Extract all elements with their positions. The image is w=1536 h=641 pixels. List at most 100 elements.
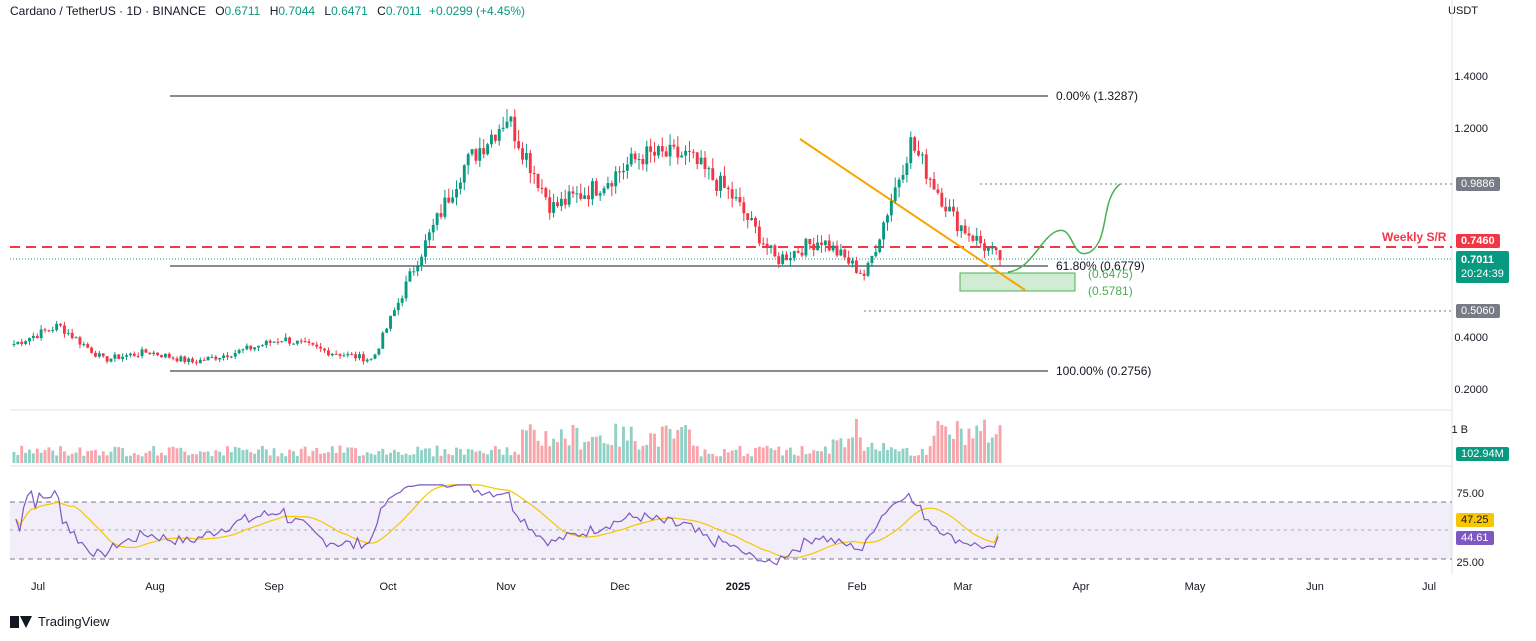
candle[interactable] [579, 193, 583, 199]
candle[interactable] [734, 197, 738, 199]
candle[interactable] [319, 346, 323, 349]
candle[interactable] [738, 197, 742, 203]
candle[interactable] [31, 335, 35, 339]
candle[interactable] [959, 225, 963, 232]
candle[interactable] [559, 198, 563, 207]
candle[interactable] [688, 150, 691, 152]
candle[interactable] [194, 362, 198, 364]
rsi-line[interactable] [15, 484, 999, 566]
candle[interactable] [389, 315, 392, 329]
projected-path[interactable] [1007, 183, 1121, 273]
candle[interactable] [625, 164, 629, 171]
candle[interactable] [637, 159, 641, 161]
candle[interactable] [416, 266, 420, 272]
candle[interactable] [509, 116, 513, 122]
candle[interactable] [307, 341, 311, 343]
candle[interactable] [862, 273, 866, 276]
candle[interactable] [742, 202, 746, 214]
candle[interactable] [715, 179, 719, 191]
descending-trendline[interactable] [799, 138, 1026, 291]
candle[interactable] [590, 181, 594, 200]
candle[interactable] [237, 350, 241, 354]
candle[interactable] [994, 247, 998, 251]
candle[interactable] [187, 358, 191, 362]
candle[interactable] [163, 353, 167, 358]
candle[interactable] [757, 226, 761, 244]
candle[interactable] [998, 250, 1002, 260]
candle[interactable] [43, 329, 47, 331]
candle[interactable] [140, 349, 144, 356]
candle[interactable] [645, 146, 649, 165]
candle[interactable] [851, 260, 854, 264]
candle[interactable] [622, 170, 625, 173]
candle[interactable] [493, 134, 497, 141]
candle[interactable] [470, 149, 474, 155]
candle[interactable] [51, 330, 55, 332]
candle[interactable] [466, 154, 470, 166]
candle[interactable] [882, 222, 886, 240]
candle[interactable] [567, 191, 571, 205]
candle[interactable] [323, 348, 326, 351]
candle[interactable] [462, 165, 466, 183]
candle[interactable] [703, 157, 707, 169]
candle[interactable] [812, 244, 816, 250]
candle[interactable] [901, 175, 905, 180]
candle[interactable] [909, 137, 913, 164]
candle[interactable] [90, 347, 94, 353]
candle[interactable] [249, 345, 253, 350]
candle[interactable] [478, 148, 482, 161]
candle[interactable] [672, 144, 676, 147]
candle[interactable] [711, 168, 715, 180]
candle[interactable] [928, 178, 932, 180]
candle[interactable] [136, 355, 140, 357]
candle[interactable] [264, 340, 268, 346]
candle[interactable] [660, 146, 664, 152]
candle[interactable] [420, 256, 424, 267]
candle[interactable] [750, 217, 754, 220]
candle[interactable] [167, 353, 171, 358]
candle[interactable] [870, 255, 874, 263]
candle[interactable] [117, 354, 121, 360]
candle[interactable] [796, 251, 800, 253]
candle[interactable] [338, 354, 342, 356]
candle[interactable] [769, 245, 773, 248]
candle[interactable] [878, 239, 882, 252]
candle[interactable] [761, 243, 765, 245]
candle[interactable] [222, 355, 226, 358]
candle[interactable] [24, 341, 28, 344]
candle[interactable] [257, 345, 260, 348]
candle[interactable] [400, 298, 404, 303]
candle[interactable] [719, 175, 722, 191]
candle[interactable] [792, 251, 796, 258]
candle[interactable] [354, 354, 358, 359]
candle[interactable] [820, 242, 823, 245]
candle[interactable] [913, 137, 917, 151]
candle[interactable] [241, 349, 245, 351]
candle[interactable] [458, 182, 462, 189]
candle[interactable] [668, 144, 672, 157]
candle[interactable] [350, 353, 354, 355]
candle[interactable] [893, 187, 897, 202]
candle[interactable] [528, 153, 532, 174]
candle[interactable] [583, 195, 587, 199]
candle[interactable] [548, 197, 552, 213]
candle[interactable] [788, 257, 792, 261]
candle[interactable] [827, 240, 831, 251]
candle[interactable] [653, 151, 656, 156]
candle[interactable] [253, 347, 257, 350]
candle[interactable] [47, 330, 51, 332]
candle[interactable] [676, 146, 680, 158]
candle[interactable] [835, 245, 839, 256]
candle[interactable] [62, 325, 66, 334]
candle[interactable] [963, 225, 967, 234]
candle[interactable] [342, 355, 346, 357]
candle[interactable] [971, 235, 975, 241]
candle[interactable] [932, 179, 936, 190]
candle[interactable] [889, 201, 893, 216]
candle[interactable] [101, 353, 105, 357]
candle[interactable] [439, 213, 443, 217]
candle[interactable] [594, 181, 598, 196]
candle[interactable] [121, 356, 125, 360]
candle[interactable] [94, 352, 97, 357]
candle[interactable] [606, 183, 610, 189]
